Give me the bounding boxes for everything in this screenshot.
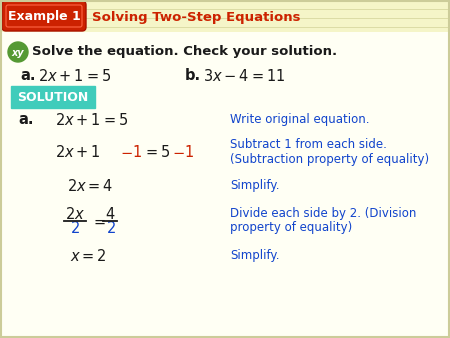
Circle shape <box>8 42 28 62</box>
Text: $-$: $-$ <box>120 145 133 160</box>
Text: $2x + 1$: $2x + 1$ <box>55 144 101 160</box>
Text: Simplify.: Simplify. <box>230 179 279 193</box>
Text: $3x - 4 = 11$: $3x - 4 = 11$ <box>203 68 285 84</box>
Text: Example 1: Example 1 <box>8 10 81 23</box>
Text: Subtract 1 from each side.: Subtract 1 from each side. <box>230 139 387 151</box>
FancyBboxPatch shape <box>0 32 450 338</box>
Text: $-$: $-$ <box>172 145 185 160</box>
Text: SOLUTION: SOLUTION <box>18 91 89 104</box>
Text: $4$: $4$ <box>105 206 115 222</box>
Text: a.: a. <box>18 113 33 127</box>
Text: $=$: $=$ <box>91 214 107 228</box>
Text: $2x = 4$: $2x = 4$ <box>67 178 113 194</box>
Text: $2x$: $2x$ <box>65 206 85 222</box>
FancyBboxPatch shape <box>11 86 95 108</box>
Text: (Subtraction property of equality): (Subtraction property of equality) <box>230 152 429 166</box>
FancyBboxPatch shape <box>2 1 86 31</box>
Text: $= 5$: $= 5$ <box>143 144 171 160</box>
Text: $2x + 1 = 5$: $2x + 1 = 5$ <box>38 68 111 84</box>
Text: xy: xy <box>12 48 24 57</box>
Text: Solving Two-Step Equations: Solving Two-Step Equations <box>92 10 301 24</box>
Text: $1$: $1$ <box>184 144 194 160</box>
FancyBboxPatch shape <box>0 0 450 32</box>
Text: $2$: $2$ <box>70 220 80 236</box>
Text: property of equality): property of equality) <box>230 221 352 235</box>
Text: $1$: $1$ <box>132 144 142 160</box>
Text: a.: a. <box>20 69 36 83</box>
Text: Divide each side by 2. (Division: Divide each side by 2. (Division <box>230 208 416 220</box>
Text: $2x + 1 = 5$: $2x + 1 = 5$ <box>55 112 128 128</box>
Text: b.: b. <box>185 69 201 83</box>
Text: Solve the equation. Check your solution.: Solve the equation. Check your solution. <box>32 46 337 58</box>
Text: Write original equation.: Write original equation. <box>230 114 369 126</box>
Text: $2$: $2$ <box>106 220 116 236</box>
Text: Simplify.: Simplify. <box>230 249 279 263</box>
Text: $x = 2$: $x = 2$ <box>70 248 107 264</box>
